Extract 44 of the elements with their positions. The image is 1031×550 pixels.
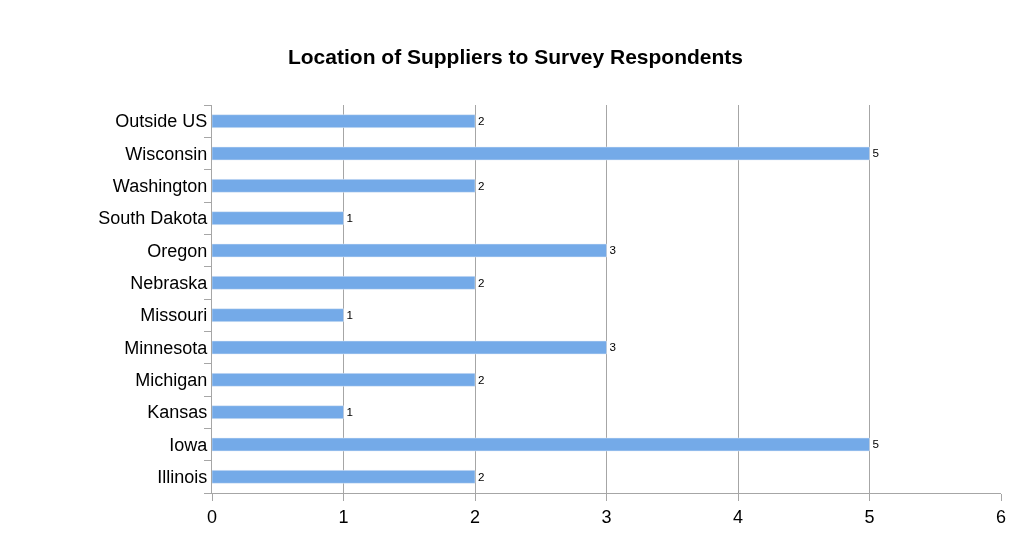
bar: [212, 211, 344, 225]
y-tick-label: Iowa: [169, 434, 209, 455]
data-label: 3: [609, 243, 616, 257]
bar: [212, 437, 870, 452]
bar: [212, 114, 476, 128]
bar: [212, 243, 607, 258]
data-label: 3: [609, 340, 616, 354]
bar: [212, 179, 476, 193]
bar: [212, 373, 476, 387]
bar: [212, 340, 607, 355]
x-tick-label: 3: [601, 506, 612, 527]
x-tick-label: 6: [995, 506, 1007, 527]
data-label: 5: [872, 437, 879, 451]
y-tick-label: South Dakota: [98, 208, 209, 229]
y-tick-label: Wisconsin: [125, 143, 208, 164]
data-label: 1: [346, 308, 353, 322]
data-label: 2: [478, 178, 485, 192]
bar: [212, 146, 870, 161]
data-label: 2: [478, 275, 485, 289]
y-tick-label: Washington: [112, 176, 208, 197]
y-tick-label: Oregon: [147, 240, 208, 261]
bar: [212, 308, 344, 322]
y-tick-label: Minnesota: [124, 337, 209, 358]
data-label: 1: [346, 211, 353, 225]
y-tick-label: Nebraska: [130, 273, 209, 294]
y-tick-label: Missouri: [140, 305, 208, 326]
bar: [212, 276, 476, 290]
bar: [212, 405, 344, 419]
x-tick-label: 4: [732, 506, 744, 527]
data-label: 2: [478, 469, 485, 483]
x-tick-label: 0: [206, 506, 218, 527]
y-tick-label: Outside US: [115, 111, 208, 132]
y-tick-label: Michigan: [135, 370, 208, 391]
y-tick-label: Kansas: [147, 402, 208, 423]
chart-title: Location of Suppliers to Survey Respondents: [287, 45, 744, 69]
data-label: 5: [872, 146, 879, 160]
bar: [212, 470, 476, 484]
x-tick-label: 2: [469, 506, 481, 527]
data-label: 1: [346, 405, 353, 419]
data-label: 2: [478, 372, 485, 386]
y-tick-label: Illinois: [157, 467, 208, 488]
x-tick-label: 5: [864, 506, 875, 527]
data-label: 2: [478, 114, 485, 128]
x-tick-label: 1: [338, 506, 349, 527]
